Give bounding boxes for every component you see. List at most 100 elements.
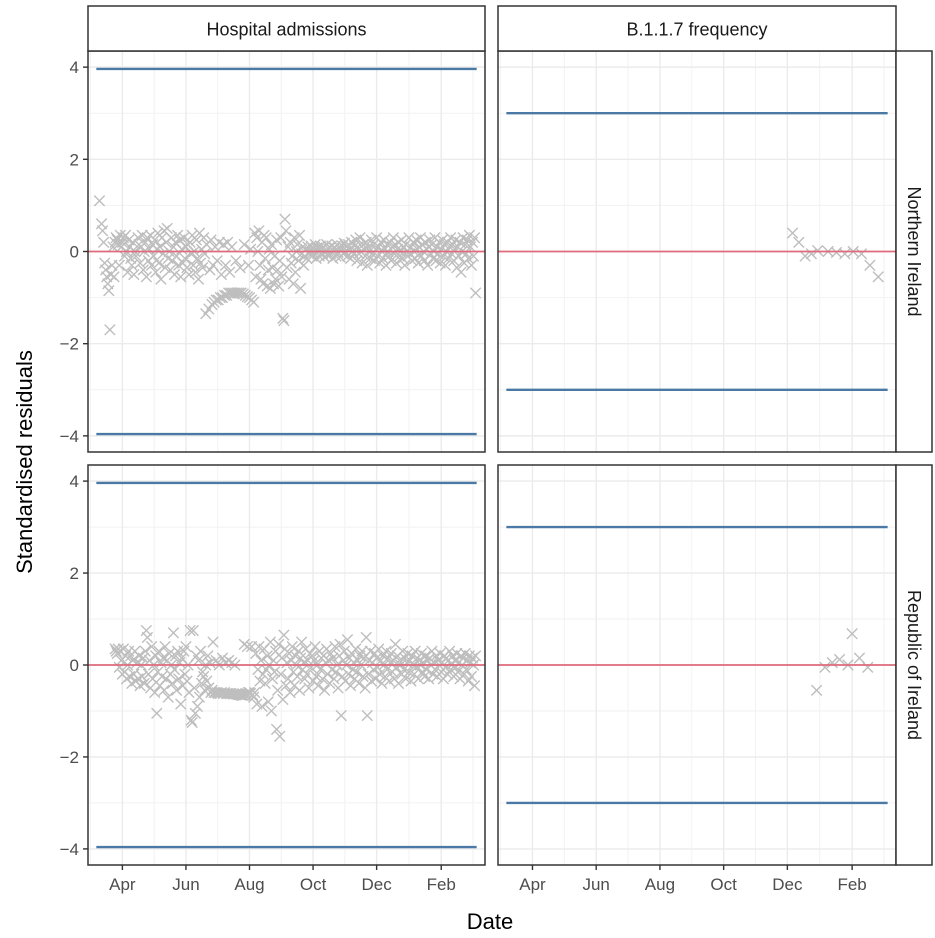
residual-point (826, 657, 838, 669)
x-tick-label: Aug (234, 875, 264, 894)
residual-point (409, 645, 421, 657)
residual-point (305, 240, 317, 252)
residual-point (354, 231, 366, 244)
residual-point (201, 675, 213, 687)
residual-point (180, 640, 192, 653)
y-axis-title: Standardised residuals (12, 350, 37, 574)
residual-point (185, 714, 197, 726)
y-tick-label: 0 (70, 243, 79, 262)
residual-point (137, 652, 149, 664)
residual-point (137, 264, 149, 276)
residual-point (189, 266, 202, 278)
x-tick-label: Feb (837, 875, 866, 894)
residual-point (97, 236, 110, 248)
residual-point (351, 666, 363, 678)
residual-point (260, 231, 272, 244)
column-strip-label: Hospital admissions (206, 20, 366, 40)
y-tick-label: −4 (60, 427, 79, 446)
residual-point (303, 682, 315, 694)
residual-point (237, 689, 249, 702)
column-strip-box (497, 5, 897, 52)
residual-point (799, 250, 811, 262)
residual-point (467, 250, 480, 262)
x-tick-label: Aug (645, 875, 675, 894)
residual-point (196, 261, 209, 274)
residual-point (330, 666, 342, 678)
residual-point (136, 670, 148, 683)
residual-point (150, 266, 162, 278)
residual-point (297, 259, 310, 272)
residual-point (93, 195, 106, 207)
residual-point (242, 259, 255, 272)
panel-r0-c0: 4 2 0 −2 −4 (60, 50, 486, 453)
residual-point (353, 677, 365, 690)
residual-point (853, 652, 866, 664)
residual-point (163, 647, 175, 660)
residual-point (405, 675, 417, 687)
residual-point (805, 248, 818, 260)
residual-point (265, 705, 278, 717)
residual-point (192, 273, 205, 285)
residual-point (196, 666, 209, 678)
residual-point (189, 707, 202, 719)
residual-point (204, 657, 216, 669)
residual-point (247, 296, 260, 308)
residual-point (421, 259, 434, 272)
residual-point (439, 259, 452, 272)
x-tick-label: Jun (172, 875, 199, 894)
residual-point (356, 645, 368, 657)
residual-point (128, 268, 140, 281)
residual-point (452, 666, 464, 678)
residual-point (270, 723, 283, 736)
x-tick-label: Apr (519, 875, 546, 894)
residual-point (839, 248, 851, 260)
residual-point (283, 647, 295, 660)
x-tick-label: Dec (362, 875, 393, 894)
y-tick-label: −2 (60, 335, 79, 354)
residual-point (292, 645, 305, 657)
residual-point (207, 636, 219, 648)
x-tick-label: Apr (109, 875, 136, 894)
residual-point (361, 709, 373, 722)
residual-point (98, 257, 111, 269)
residual-point (205, 234, 217, 246)
residual-point (161, 222, 173, 235)
residual-point (151, 707, 163, 719)
residual-point (289, 266, 302, 278)
row-strip-label: Republic of Ireland (904, 590, 924, 740)
residual-point (412, 257, 425, 269)
residual-point (224, 266, 236, 278)
residual-point (104, 324, 116, 336)
residual-point (334, 638, 346, 651)
residual-point (159, 640, 171, 653)
residual-point (862, 661, 874, 673)
residual-point (247, 691, 260, 703)
residual-point (327, 652, 339, 664)
y-tick-label: 0 (70, 656, 79, 675)
residual-point (271, 684, 284, 696)
panel-r0-c1 (497, 50, 897, 453)
residual-point (291, 670, 304, 683)
residual-point (141, 631, 154, 644)
residual-point (139, 645, 152, 657)
residual-point (219, 259, 232, 272)
residual-point (145, 259, 158, 272)
residual-point (341, 634, 354, 646)
residual-point (276, 271, 288, 283)
residual-point (344, 679, 357, 692)
residual-point (811, 244, 824, 257)
residual-point (188, 682, 200, 694)
residual-point (318, 684, 331, 696)
residual-point (872, 271, 884, 283)
residual-point (197, 231, 210, 244)
residual-point (211, 255, 223, 267)
residual-point (241, 640, 254, 653)
residual-point (279, 213, 291, 225)
residual-point (275, 668, 287, 680)
residual-point (287, 278, 299, 290)
residual-point (361, 259, 373, 272)
residual-point (244, 243, 257, 255)
residual-point (108, 271, 120, 283)
residual-point (278, 314, 290, 327)
